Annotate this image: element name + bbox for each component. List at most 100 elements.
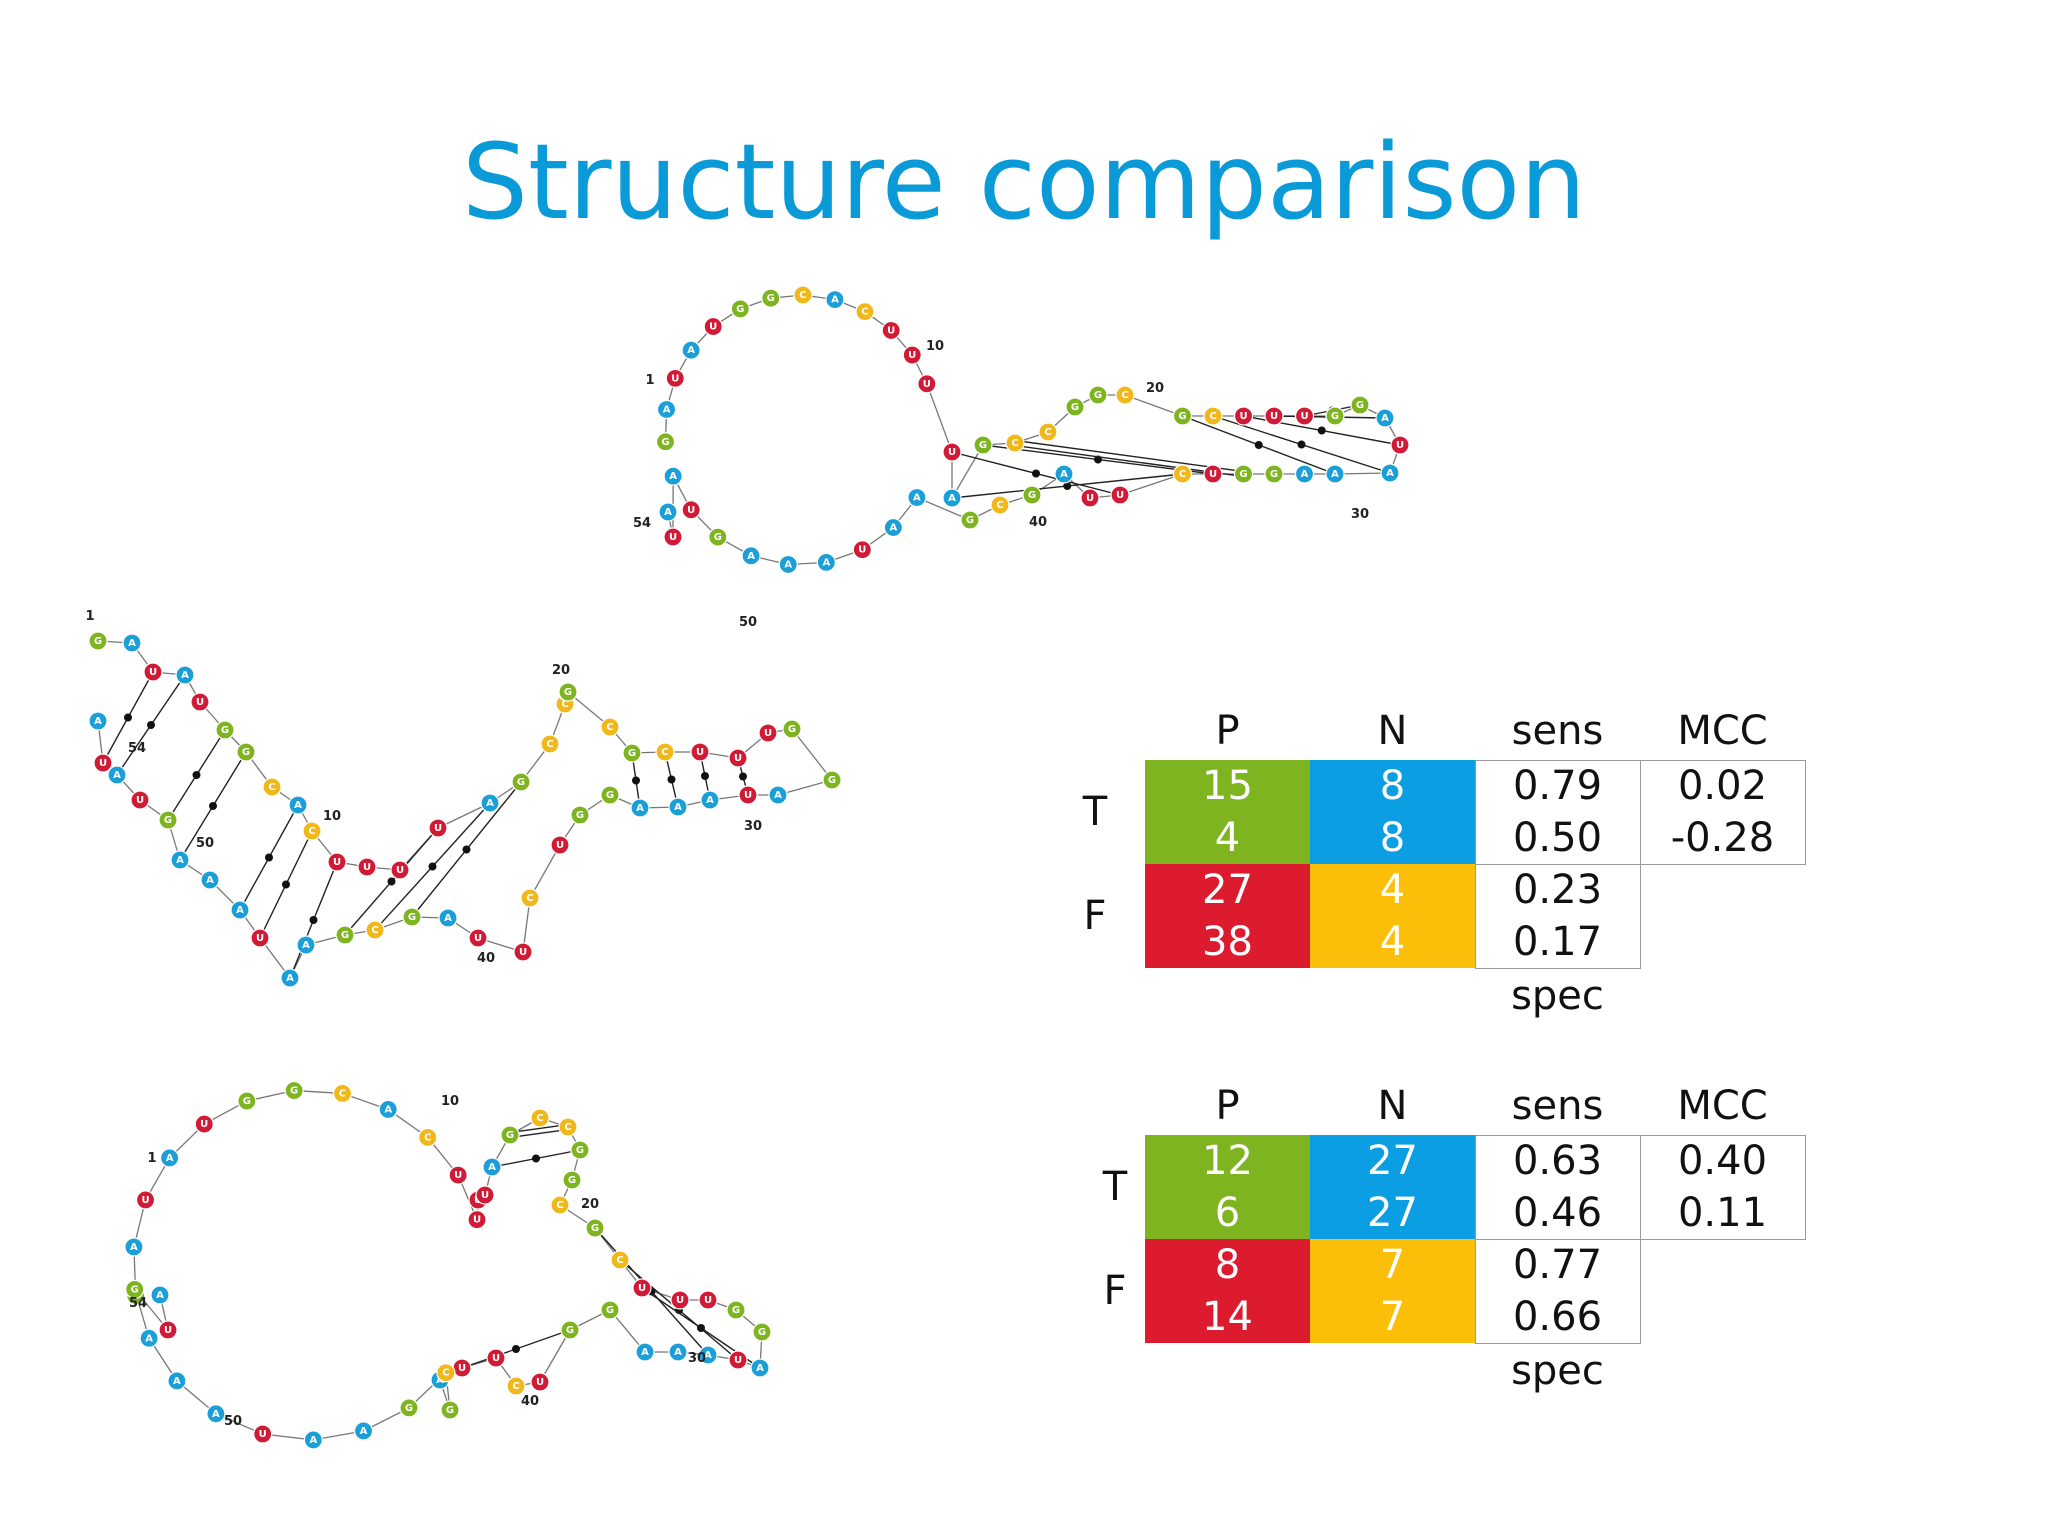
pair-dot	[701, 772, 709, 780]
col-header-p: P	[1215, 1083, 1240, 1129]
gu-wobble-dot	[1317, 426, 1326, 435]
svg-text:G: G	[576, 1145, 584, 1156]
svg-text:G: G	[564, 687, 572, 698]
svg-text:A: A	[889, 523, 897, 534]
svg-text:U: U	[164, 1325, 172, 1336]
tp-cell: 4	[1145, 812, 1310, 864]
nucleotide-U: U	[448, 1165, 468, 1185]
svg-text:A: A	[1060, 469, 1068, 480]
gu-wobble-dot	[428, 862, 437, 871]
svg-text:G: G	[828, 775, 836, 786]
mcc-value: 0.40	[1677, 1138, 1768, 1184]
svg-text:U: U	[492, 1353, 500, 1364]
gu-wobble-dot	[462, 845, 471, 854]
svg-text:C: C	[564, 1122, 571, 1133]
nucleotide-A: A	[122, 633, 142, 653]
svg-text:A: A	[687, 345, 695, 356]
nucleotide-A: A	[167, 1371, 187, 1391]
position-label: 10	[926, 339, 944, 354]
nucleotide-U: U	[703, 316, 723, 337]
nucleotide-C: C	[610, 1250, 630, 1270]
nucleotide-G: G	[1264, 464, 1284, 484]
svg-text:A: A	[156, 1290, 164, 1301]
nucleotide-C: C	[332, 1083, 353, 1104]
svg-text:A: A	[486, 798, 494, 809]
position-label: 30	[688, 1351, 706, 1366]
nucleotide-U: U	[250, 928, 270, 948]
svg-text:G: G	[568, 1175, 576, 1186]
spec-value: 0.17	[1512, 919, 1603, 965]
gu-wobble-dot	[387, 877, 396, 886]
svg-text:A: A	[145, 1333, 153, 1344]
nucleotide-A: A	[700, 790, 720, 810]
svg-text:G: G	[606, 790, 614, 801]
nucleotide-A: A	[378, 1099, 398, 1120]
svg-text:U: U	[908, 350, 916, 361]
svg-text:A: A	[913, 493, 921, 504]
nucleotide-G: G	[600, 1300, 620, 1320]
nucleotide-U: U	[1294, 406, 1315, 426]
row-label-f: F	[1103, 1268, 1127, 1314]
nucleotide-U: U	[158, 1320, 178, 1340]
svg-text:A: A	[674, 1347, 682, 1358]
svg-text:G: G	[243, 1096, 251, 1107]
backbone-link	[916, 496, 971, 521]
nucleotide-U: U	[486, 1348, 506, 1368]
col-header-n: N	[1377, 708, 1408, 754]
tn-cell: 8	[1310, 812, 1475, 864]
nucleotide-G: G	[570, 1140, 590, 1160]
svg-text:C: C	[442, 1368, 449, 1379]
nucleotide-A: A	[1294, 464, 1315, 484]
nucleotide-A: A	[1380, 463, 1400, 483]
spec-label: spec	[1511, 1348, 1604, 1394]
nucleotide-A: A	[681, 340, 701, 360]
svg-text:U: U	[556, 840, 564, 851]
nucleotide-A: A	[88, 711, 108, 731]
svg-text:C: C	[606, 722, 613, 733]
svg-text:C: C	[424, 1132, 431, 1143]
position-label: 1	[645, 373, 654, 388]
svg-text:U: U	[141, 1195, 149, 1206]
svg-text:A: A	[384, 1104, 392, 1115]
tp-cell: 15	[1145, 760, 1310, 812]
svg-text:U: U	[1086, 493, 1094, 504]
svg-text:G: G	[290, 1086, 298, 1097]
mcc-value: 0.11	[1677, 1190, 1768, 1236]
gu-wobble-dot	[1032, 469, 1040, 478]
gu-wobble-dot	[512, 1345, 520, 1353]
svg-text:U: U	[1239, 411, 1247, 422]
nucleotide-A: A	[942, 488, 962, 508]
svg-text:C: C	[556, 1200, 563, 1211]
gu-wobble-dot	[1254, 441, 1263, 449]
svg-text:A: A	[212, 1409, 220, 1420]
nucleotide-A: A	[159, 1148, 180, 1168]
pair-dot	[697, 1324, 705, 1332]
svg-text:A: A	[747, 551, 755, 562]
svg-text:C: C	[536, 1113, 543, 1124]
nucleotide-A: A	[1325, 464, 1345, 484]
svg-text:C: C	[1179, 469, 1186, 480]
spec-value: 0.66	[1512, 1294, 1603, 1340]
svg-text:A: A	[360, 1426, 368, 1437]
svg-text:U: U	[536, 1377, 544, 1388]
tn-cell: 27	[1310, 1187, 1475, 1239]
svg-text:G: G	[732, 1305, 740, 1316]
nucleotide-U: U	[1080, 488, 1100, 508]
nucleotide-G: G	[511, 772, 531, 792]
nucleotide-G: G	[1233, 464, 1254, 484]
gu-wobble-dot	[667, 775, 676, 784]
nucleotide-G: G	[215, 720, 235, 740]
mcc-box	[1640, 1135, 1806, 1240]
backbone-link	[791, 728, 833, 781]
nucleotide-G: G	[558, 682, 578, 702]
svg-text:A: A	[822, 557, 830, 568]
nucleotide-C: C	[1172, 464, 1193, 484]
nucleotide-G: G	[1065, 397, 1085, 417]
nucleotide-G: G	[1172, 406, 1193, 426]
svg-text:C: C	[371, 925, 378, 936]
svg-text:U: U	[676, 1295, 684, 1306]
row-label-f: F	[1083, 893, 1107, 939]
svg-text:U: U	[149, 667, 157, 678]
fp-cell: 14	[1145, 1291, 1310, 1343]
nucleotide-G: G	[822, 770, 842, 790]
